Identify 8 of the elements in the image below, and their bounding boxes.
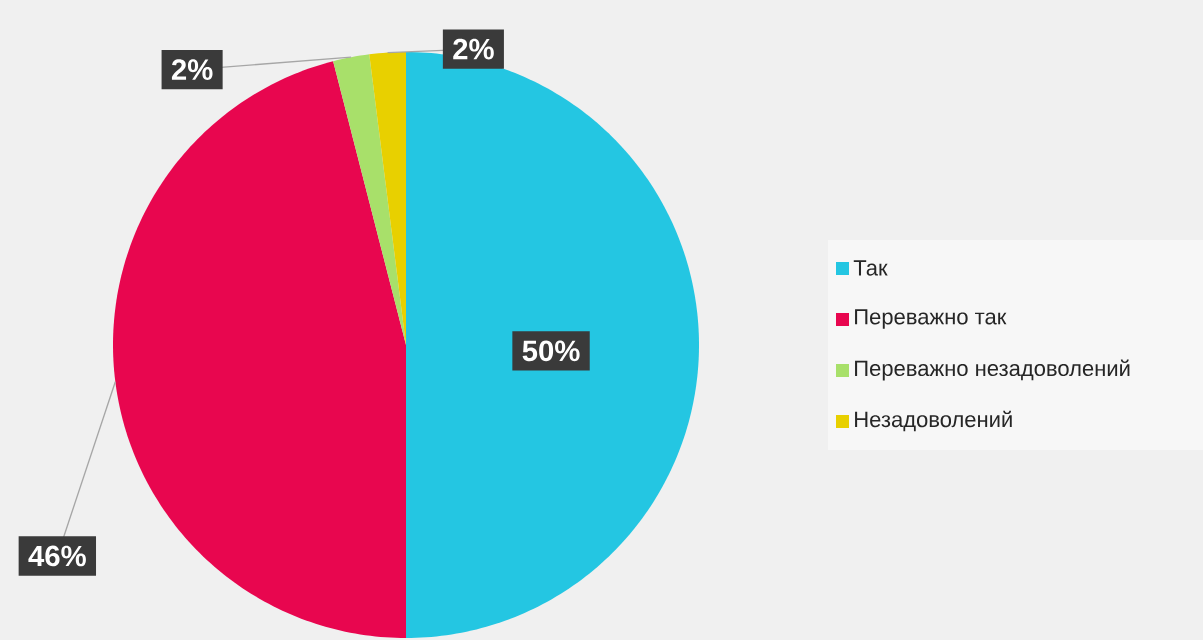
data-label: 50% [522,340,580,362]
data-label: 2% [171,59,213,80]
data-label: 2% [453,38,494,60]
legend-label: Переважно так [855,309,1007,329]
data-label: 46% [28,545,86,567]
legend-label: Переважно незадоволений [855,359,1130,381]
legend-label: Незадоволений [855,410,1012,432]
legend-label: Так [853,260,888,276]
